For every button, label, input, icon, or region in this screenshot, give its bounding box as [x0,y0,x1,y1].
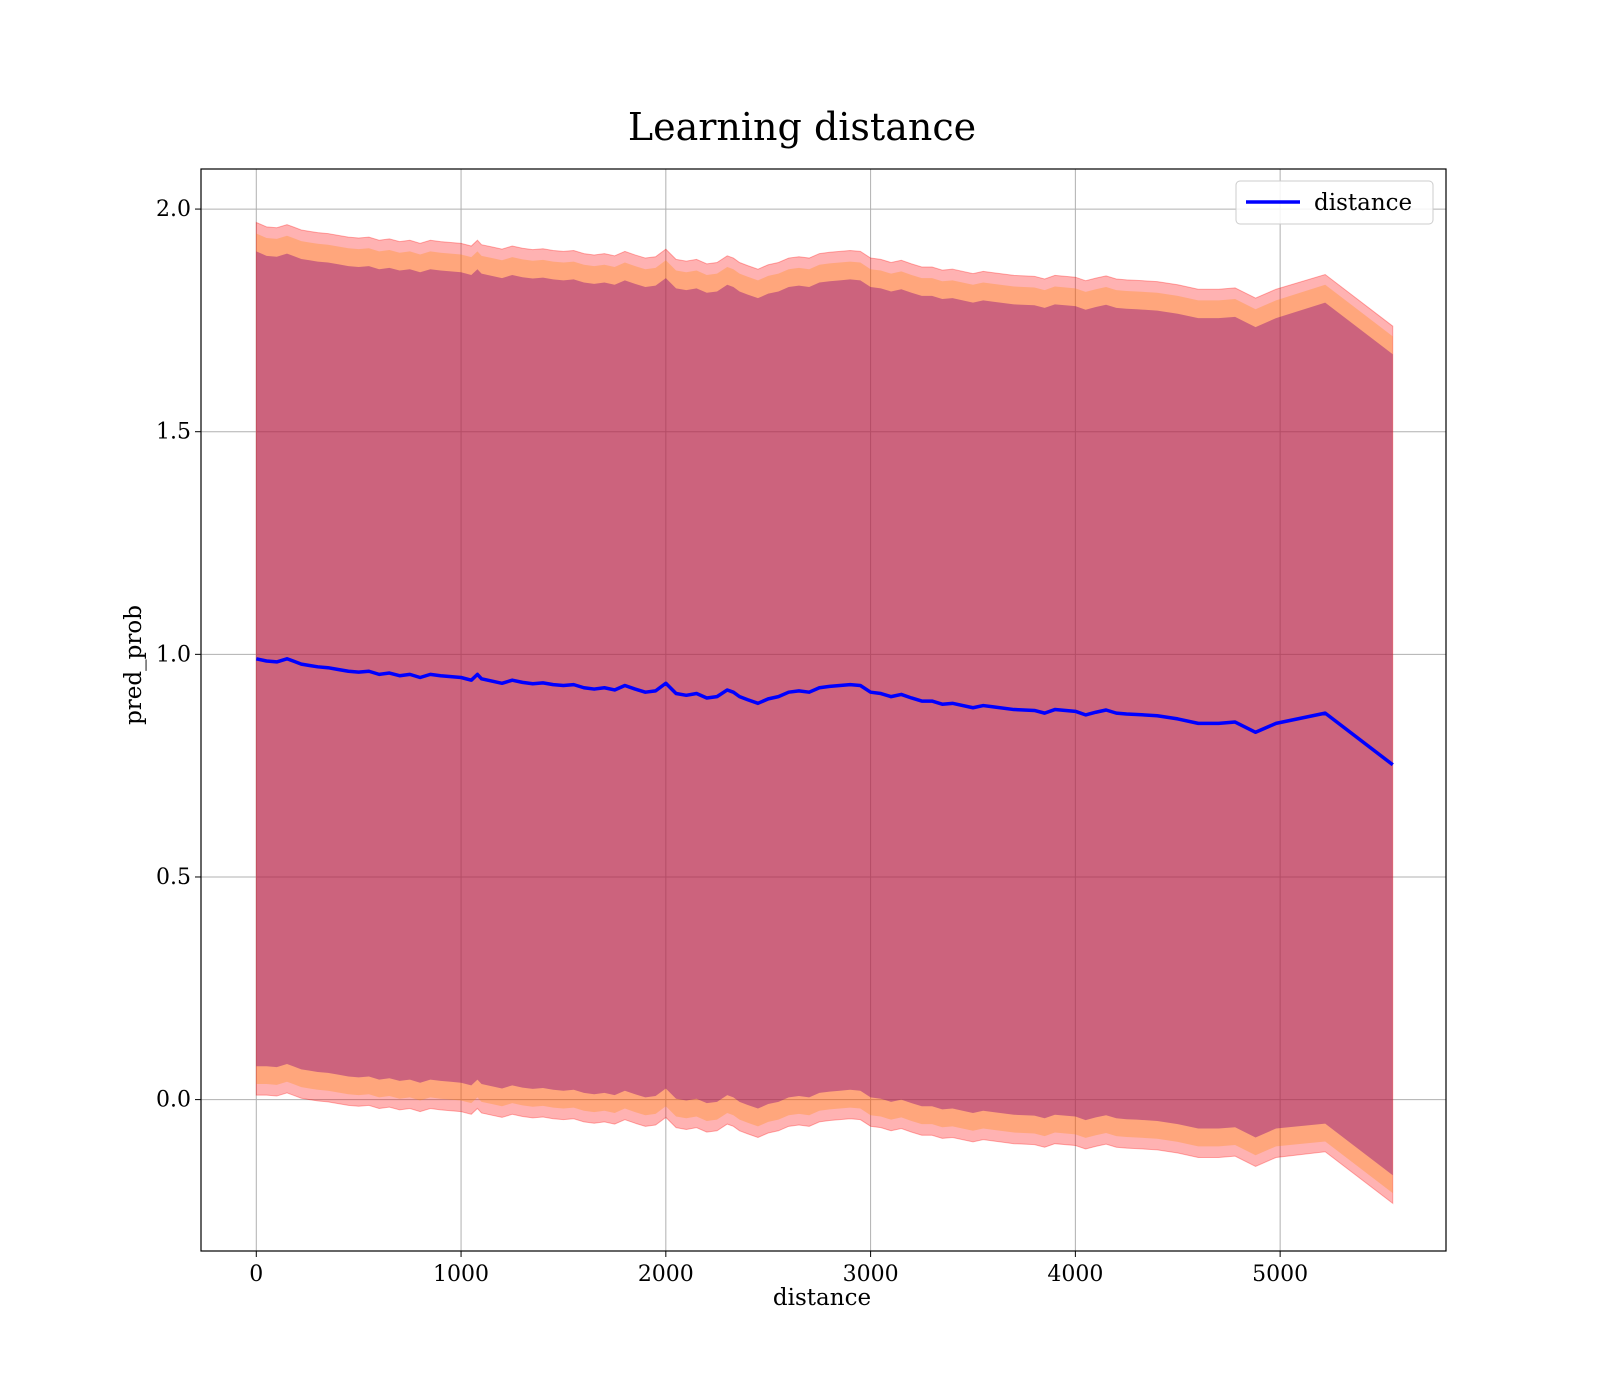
legend-box [1235,180,1434,225]
x-tick-label: 2000 [638,1262,694,1287]
y-tick-label: 0.0 [156,1088,191,1113]
x-tick-label: 4000 [1047,1262,1103,1287]
band-group [255,221,1394,1205]
x-tick-label: 1000 [433,1262,489,1287]
y-axis-label: pred_prob [121,605,147,725]
y-tick-label: 0.5 [156,865,191,890]
x-tick-label: 5000 [1252,1262,1308,1287]
band-middle [256,233,1393,1194]
band-inner [256,251,1393,1176]
legend: distance [1235,180,1434,225]
legend-label-distance: distance [1314,190,1412,216]
plot-area: 0 1000 2000 3000 4000 5000 0.0 0.5 1.0 1.5 2.0 dist… [156,168,1447,1287]
band-outer [255,221,1394,1205]
y-tick-label: 2.0 [156,197,191,222]
x-axis-label: distance [773,1285,871,1311]
y-tick-label: 1.0 [156,642,191,667]
x-tick-label: 0 [249,1262,263,1287]
chart-title: Learning distance [628,105,976,149]
y-tick-label: 1.5 [156,420,191,445]
series-line-distance [255,657,1394,767]
plot-frame [200,168,1447,1252]
x-tick-label: 3000 [843,1262,899,1287]
